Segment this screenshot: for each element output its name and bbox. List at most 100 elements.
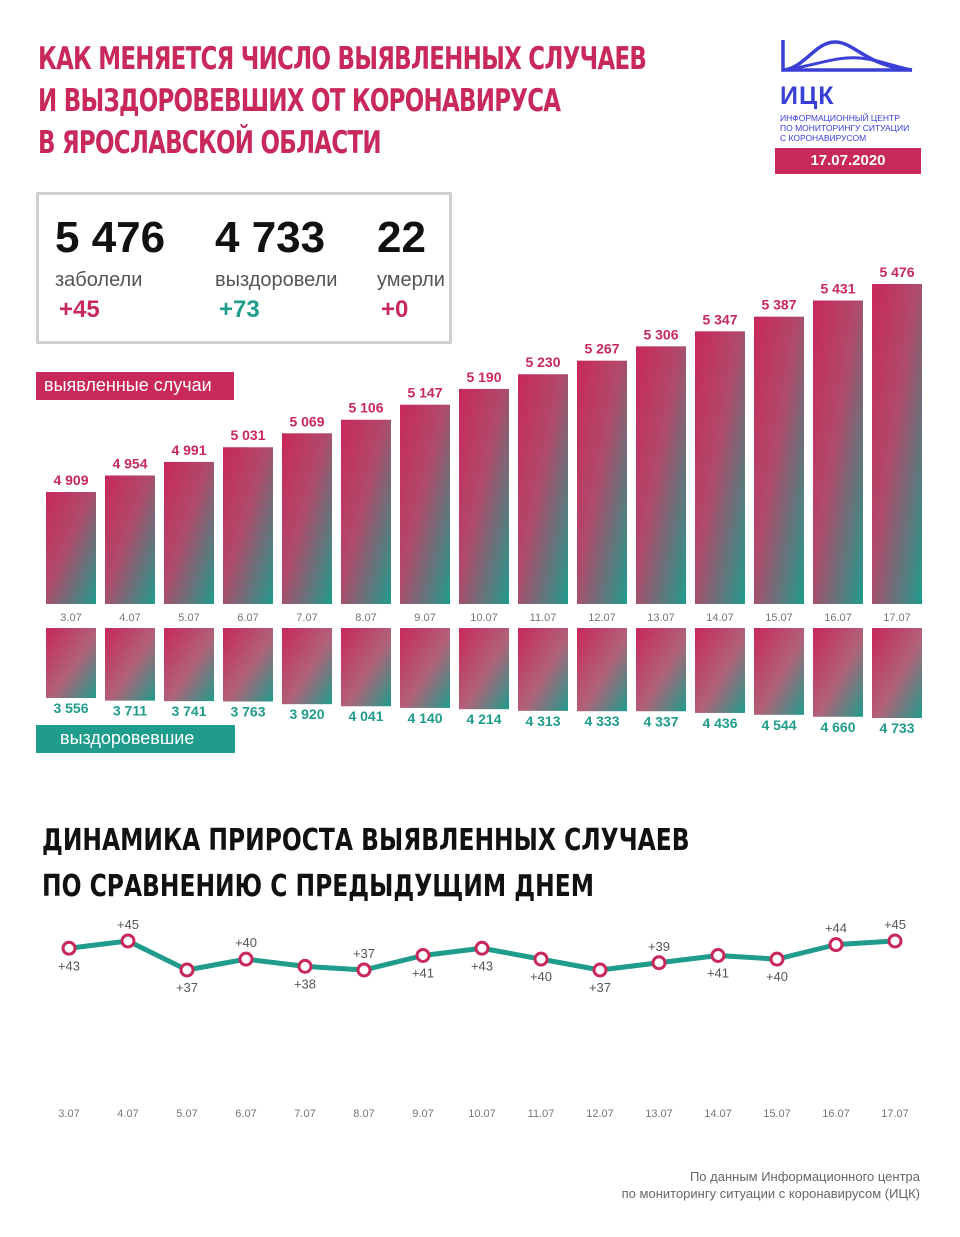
line-point-label: +37 — [176, 980, 198, 995]
line-point — [120, 933, 136, 949]
line-point — [415, 948, 431, 963]
line-point — [651, 955, 667, 971]
bar-recovered-label: 4 333 — [584, 713, 619, 729]
x-tick-label: 17.07 — [881, 1108, 909, 1120]
stat-label: выздоровели — [215, 269, 338, 291]
source-line: по мониторингу ситуации с коронавирусом … — [621, 1186, 920, 1201]
title-line: КАК МЕНЯЕТСЯ ЧИСЛО ВЫЯВЛЕННЫХ СЛУЧАЕВ — [38, 41, 647, 77]
x-tick-label: 16.07 — [824, 612, 852, 624]
logo-wave-icon — [781, 40, 913, 72]
bar-recovered-label: 3 741 — [171, 703, 206, 719]
x-tick-label: 12.07 — [588, 612, 616, 624]
x-tick-label: 9.07 — [412, 1108, 433, 1120]
bar-cases — [813, 300, 863, 604]
bar-cases — [164, 461, 214, 604]
line-point-label: +43 — [58, 958, 80, 973]
bar-recovered — [282, 628, 332, 705]
page-title: КАК МЕНЯЕТСЯ ЧИСЛО ВЫЯВЛЕННЫХ СЛУЧАЕВ И … — [38, 38, 647, 164]
line-point-label: +41 — [412, 966, 434, 981]
stat-value: 4 733 — [215, 213, 326, 262]
stat-deaths: 22 умерли +0 — [377, 213, 445, 324]
bar-cases — [400, 404, 450, 604]
line-point — [533, 951, 549, 967]
line-point-label: +40 — [766, 969, 788, 984]
line-point — [887, 933, 903, 949]
x-tick-label: 11.07 — [530, 612, 557, 624]
x-tick-label: 6.07 — [235, 1108, 256, 1120]
bar-cases-label: 5 069 — [289, 413, 324, 429]
bar-cases-label: 5 387 — [761, 297, 796, 313]
x-tick-label: 10.07 — [468, 1108, 496, 1120]
title-line: И ВЫЗДОРОВЕВШИХ ОТ КОРОНАВИРУСА — [38, 83, 561, 119]
stat-label: заболели — [55, 269, 143, 291]
bar-cases-label: 5 230 — [525, 354, 560, 370]
bar-recovered — [518, 628, 568, 711]
bar-cases-label: 5 347 — [702, 311, 737, 327]
bar-cases — [872, 284, 922, 604]
logo-desc-line: С КОРОНАВИРУСОМ — [780, 133, 867, 143]
stat-delta: +0 — [381, 296, 409, 323]
bar-recovered-label: 3 556 — [53, 700, 88, 716]
bar-recovered — [164, 628, 214, 702]
bar-cases — [518, 374, 568, 604]
stats-box: 5 476 заболели +45 4 733 выздоровели +73… — [36, 192, 452, 344]
title-line: В ЯРОСЛАВСКОЙ ОБЛАСТИ — [38, 125, 382, 161]
bar-cases-label: 5 476 — [879, 264, 914, 280]
x-tick-label: 3.07 — [58, 1108, 79, 1120]
line-point-label: +37 — [589, 980, 611, 995]
line-point-label: +37 — [353, 946, 375, 961]
x-tick-label: 8.07 — [353, 1108, 374, 1120]
bar-cases — [577, 360, 627, 604]
line-point — [474, 940, 490, 956]
stat-recovered: 4 733 выздоровели +73 — [215, 213, 337, 324]
stat-delta: +73 — [219, 296, 260, 323]
bar-cases-label: 5 306 — [643, 326, 678, 342]
stat-label: умерли — [377, 269, 445, 291]
stat-cases: 5 476 заболели +45 — [55, 213, 165, 324]
x-tick-label: 4.07 — [117, 1108, 138, 1120]
x-tick-label: 6.07 — [237, 612, 258, 624]
bar-recovered-label: 4 313 — [525, 713, 560, 729]
x-tick-label: 7.07 — [296, 612, 317, 624]
bar-recovered-label: 3 920 — [289, 706, 324, 722]
bar-recovered — [341, 628, 391, 707]
line-point-label: +43 — [471, 958, 493, 973]
bar-recovered — [636, 628, 686, 712]
bar-cases — [46, 492, 96, 604]
bar-recovered — [223, 628, 273, 702]
x-tick-label: 15.07 — [765, 612, 793, 624]
bar-recovered-label: 4 041 — [348, 708, 383, 724]
section-title: ДИНАМИКА ПРИРОСТА ВЫЯВЛЕННЫХ СЛУЧАЕВ ПО … — [42, 818, 690, 910]
x-tick-label: 12.07 — [586, 1108, 614, 1120]
stat-value: 22 — [377, 213, 426, 262]
bar-recovered — [105, 628, 155, 701]
bar-cases-label: 4 954 — [112, 455, 147, 471]
x-tick-label: 5.07 — [178, 612, 199, 624]
line-point — [238, 951, 254, 967]
bar-cases — [282, 433, 332, 604]
bar-cases-label: 5 031 — [230, 427, 265, 443]
line-point — [61, 940, 77, 956]
bar-cases-label: 5 267 — [584, 341, 619, 357]
line-point-label: +40 — [530, 969, 552, 984]
bar-recovered-label: 4 436 — [702, 715, 737, 731]
bar-recovered — [459, 628, 509, 710]
bar-cases — [636, 346, 686, 604]
line-point — [297, 958, 313, 974]
bar-recovered-label: 4 140 — [407, 710, 442, 726]
stat-delta: +45 — [59, 296, 100, 323]
bar-cases — [459, 388, 509, 604]
bar-cases — [223, 447, 273, 604]
x-tick-label: 14.07 — [704, 1108, 732, 1120]
logo-desc-line: ПО МОНИТОРИНГУ СИТУАЦИИ — [780, 123, 910, 133]
logo: ИЦК ИНФОРМАЦИОННЫЙ ЦЕНТР ПО МОНИТОРИНГУ … — [780, 38, 920, 174]
line-point — [356, 962, 372, 978]
x-tick-label: 4.07 — [119, 612, 140, 624]
section-title-line: ДИНАМИКА ПРИРОСТА ВЫЯВЛЕННЫХ СЛУЧАЕВ — [42, 823, 690, 858]
bar-recovered — [400, 628, 450, 708]
x-tick-label: 9.07 — [414, 612, 435, 624]
bar-cases-label: 5 431 — [820, 281, 855, 297]
bar-cases — [695, 331, 745, 604]
bar-recovered — [754, 628, 804, 715]
x-tick-label: 3.07 — [60, 612, 81, 624]
